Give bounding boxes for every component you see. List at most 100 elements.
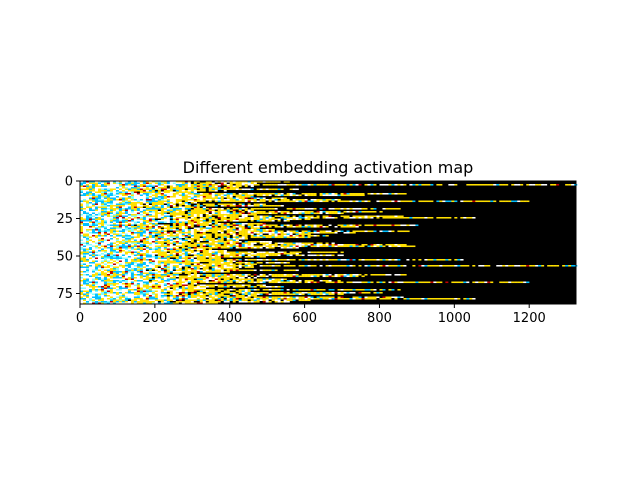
heatmap-cell — [112, 197, 117, 200]
heatmap-cell — [265, 224, 269, 227]
heatmap-cell — [190, 242, 194, 245]
heatmap-cell — [115, 199, 120, 201]
heatmap-cell — [265, 208, 269, 210]
heatmap-cell — [226, 208, 230, 210]
heatmap-cell — [109, 215, 114, 218]
heatmap-cell — [121, 271, 126, 273]
heatmap-cell — [319, 208, 323, 210]
heatmap-cell — [286, 193, 290, 195]
heatmap-cell — [145, 190, 150, 192]
heatmap-cell — [103, 242, 108, 245]
heatmap-cell — [265, 253, 269, 255]
heatmap-cell — [157, 227, 162, 230]
heatmap-cell — [157, 218, 162, 221]
heatmap-cell — [85, 265, 90, 267]
heatmap-cell — [232, 197, 236, 200]
heatmap-cell — [238, 214, 242, 216]
heatmap-cell — [262, 212, 266, 215]
heatmap-cell — [220, 262, 224, 264]
heatmap-cell — [175, 253, 180, 255]
heatmap-cell — [286, 194, 290, 197]
heatmap-cell — [427, 259, 431, 261]
heatmap-cell — [280, 208, 284, 210]
heatmap-cell — [211, 205, 215, 207]
heatmap-cell — [184, 253, 189, 255]
heatmap-cell — [181, 187, 186, 189]
heatmap-cell — [106, 254, 111, 257]
heatmap-cell — [85, 230, 90, 233]
heatmap-cell — [100, 242, 105, 245]
heatmap-cell — [136, 202, 141, 204]
heatmap-cell — [313, 245, 317, 248]
heatmap-cell — [280, 274, 284, 276]
heatmap-cell — [112, 272, 117, 275]
heatmap-cell — [193, 248, 197, 251]
heatmap-cell — [154, 200, 159, 203]
heatmap-cell — [208, 260, 212, 263]
heatmap-cell — [178, 262, 183, 264]
heatmap-cell — [124, 224, 129, 227]
heatmap-cell — [211, 251, 215, 254]
heatmap-cell — [157, 254, 162, 257]
heatmap-cell — [142, 274, 147, 276]
heatmap-cell — [457, 265, 461, 267]
heatmap-cell — [118, 194, 123, 197]
heatmap-cell — [412, 245, 416, 248]
heatmap-cell — [244, 236, 248, 239]
heatmap-cell — [82, 263, 87, 266]
heatmap-cell — [103, 224, 108, 227]
heatmap-cell — [208, 229, 212, 231]
heatmap-cell — [283, 184, 287, 186]
heatmap-cell — [526, 184, 530, 186]
heatmap-cell — [217, 269, 221, 272]
heatmap-cell — [100, 248, 105, 251]
heatmap-cell — [313, 199, 317, 201]
heatmap-cell — [391, 259, 395, 261]
heatmap-cell — [334, 215, 338, 218]
heatmap-cell — [136, 265, 141, 267]
heatmap-cell — [247, 266, 251, 269]
heatmap-cell — [166, 190, 171, 192]
heatmap-cell — [175, 209, 180, 212]
heatmap-cell — [376, 265, 380, 267]
heatmap-cell — [283, 197, 287, 200]
heatmap-cell — [94, 260, 99, 263]
heatmap-cell — [82, 236, 87, 239]
heatmap-cell — [211, 224, 215, 227]
heatmap-cell — [115, 253, 120, 255]
heatmap-cell — [394, 245, 398, 248]
heatmap-cell — [85, 250, 90, 252]
heatmap-cell — [115, 247, 120, 249]
heatmap-cell — [295, 235, 299, 237]
heatmap-cell — [355, 217, 359, 219]
heatmap-cell — [184, 199, 189, 201]
heatmap-cell — [289, 245, 293, 248]
heatmap-cell — [232, 227, 236, 230]
heatmap-cell — [112, 217, 117, 219]
heatmap-cell — [364, 215, 368, 218]
heatmap-cell — [97, 257, 102, 260]
heatmap-cell — [244, 230, 248, 233]
heatmap-cell — [241, 188, 245, 191]
heatmap-cell — [370, 208, 374, 210]
heatmap-cell — [472, 265, 476, 267]
heatmap-cell — [379, 200, 383, 203]
heatmap-cell — [193, 196, 197, 198]
heatmap-cell — [304, 200, 308, 203]
heatmap-cell — [418, 184, 422, 186]
heatmap-cell — [289, 211, 293, 213]
heatmap-cell — [118, 214, 123, 216]
heatmap-cell — [109, 274, 114, 276]
heatmap-cell — [274, 230, 278, 233]
heatmap-cell — [169, 211, 174, 213]
heatmap-cell — [508, 200, 512, 203]
heatmap-cell — [217, 182, 221, 185]
heatmap-cell — [202, 233, 206, 236]
heatmap-cell — [148, 203, 153, 206]
heatmap-row — [80, 263, 257, 266]
heatmap-cell — [133, 205, 138, 207]
heatmap-cell — [124, 226, 129, 228]
heatmap-cell — [163, 229, 168, 231]
heatmap-cell — [319, 184, 323, 186]
heatmap-cell — [391, 193, 395, 195]
